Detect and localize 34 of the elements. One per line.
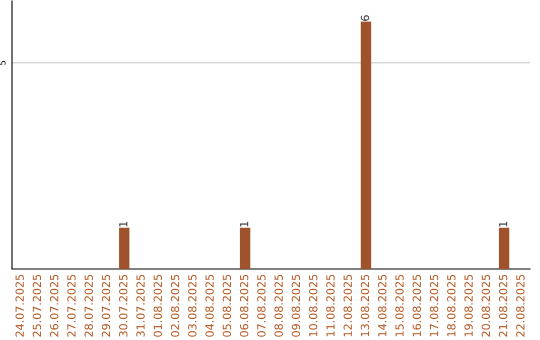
x-tick-label: 30.07.2025	[119, 274, 128, 337]
x-tick-label: 25.07.2025	[32, 274, 42, 337]
x-tick-label: 13.08.2025	[360, 274, 370, 336]
x-tick-label: 28.07.2025	[84, 274, 93, 337]
x-tick-label: 16.08.2025	[412, 274, 421, 336]
x-tick-label: 14.08.2025	[378, 274, 386, 336]
data-label: 1	[119, 222, 128, 227]
x-tick-label: 17.08.2025	[430, 274, 438, 336]
x-tick-label: 08.08.2025	[274, 274, 283, 337]
x-tick-label: 02.08.2025	[170, 274, 180, 337]
x-tick-label: 19.08.2025	[464, 274, 473, 336]
data-label: 1	[240, 222, 248, 227]
x-tick-label: 06.08.2025	[240, 274, 248, 337]
x-tick-label: 09.08.2025	[292, 274, 300, 337]
x-tick-label: 15.08.2025	[395, 274, 404, 336]
x-tick-label: 11.08.2025	[326, 274, 335, 336]
x-tick-label: 03.08.2025	[188, 274, 197, 337]
x-tick-label: 21.08.2025	[498, 274, 508, 337]
x-tick-label: 05.08.2025	[222, 274, 232, 337]
x-tick-label: 26.07.2025	[50, 274, 58, 337]
x-tick-label: 12.08.2025	[344, 274, 352, 336]
x-tick-label: 27.07.2025	[67, 274, 76, 337]
x-tick-label: 20.08.2025	[482, 274, 490, 337]
x-tick-label: 04.08.2025	[205, 274, 214, 337]
x-tick-label: 07.08.2025	[257, 274, 266, 337]
x-tick-label: 24.07.2025	[15, 274, 24, 337]
data-label: 1	[499, 222, 508, 227]
x-tick-label: 18.08.2025	[447, 274, 456, 336]
x-tick-label: 10.08.2025	[308, 274, 318, 336]
data-label: 6	[360, 15, 370, 21]
x-tick-label: 22.08.2025	[516, 274, 525, 337]
x-tick-label: 01.08.2025	[154, 274, 162, 337]
x-tick-label: 29.07.2025	[102, 274, 110, 337]
x-tick-label: 31.07.2025	[136, 274, 145, 337]
